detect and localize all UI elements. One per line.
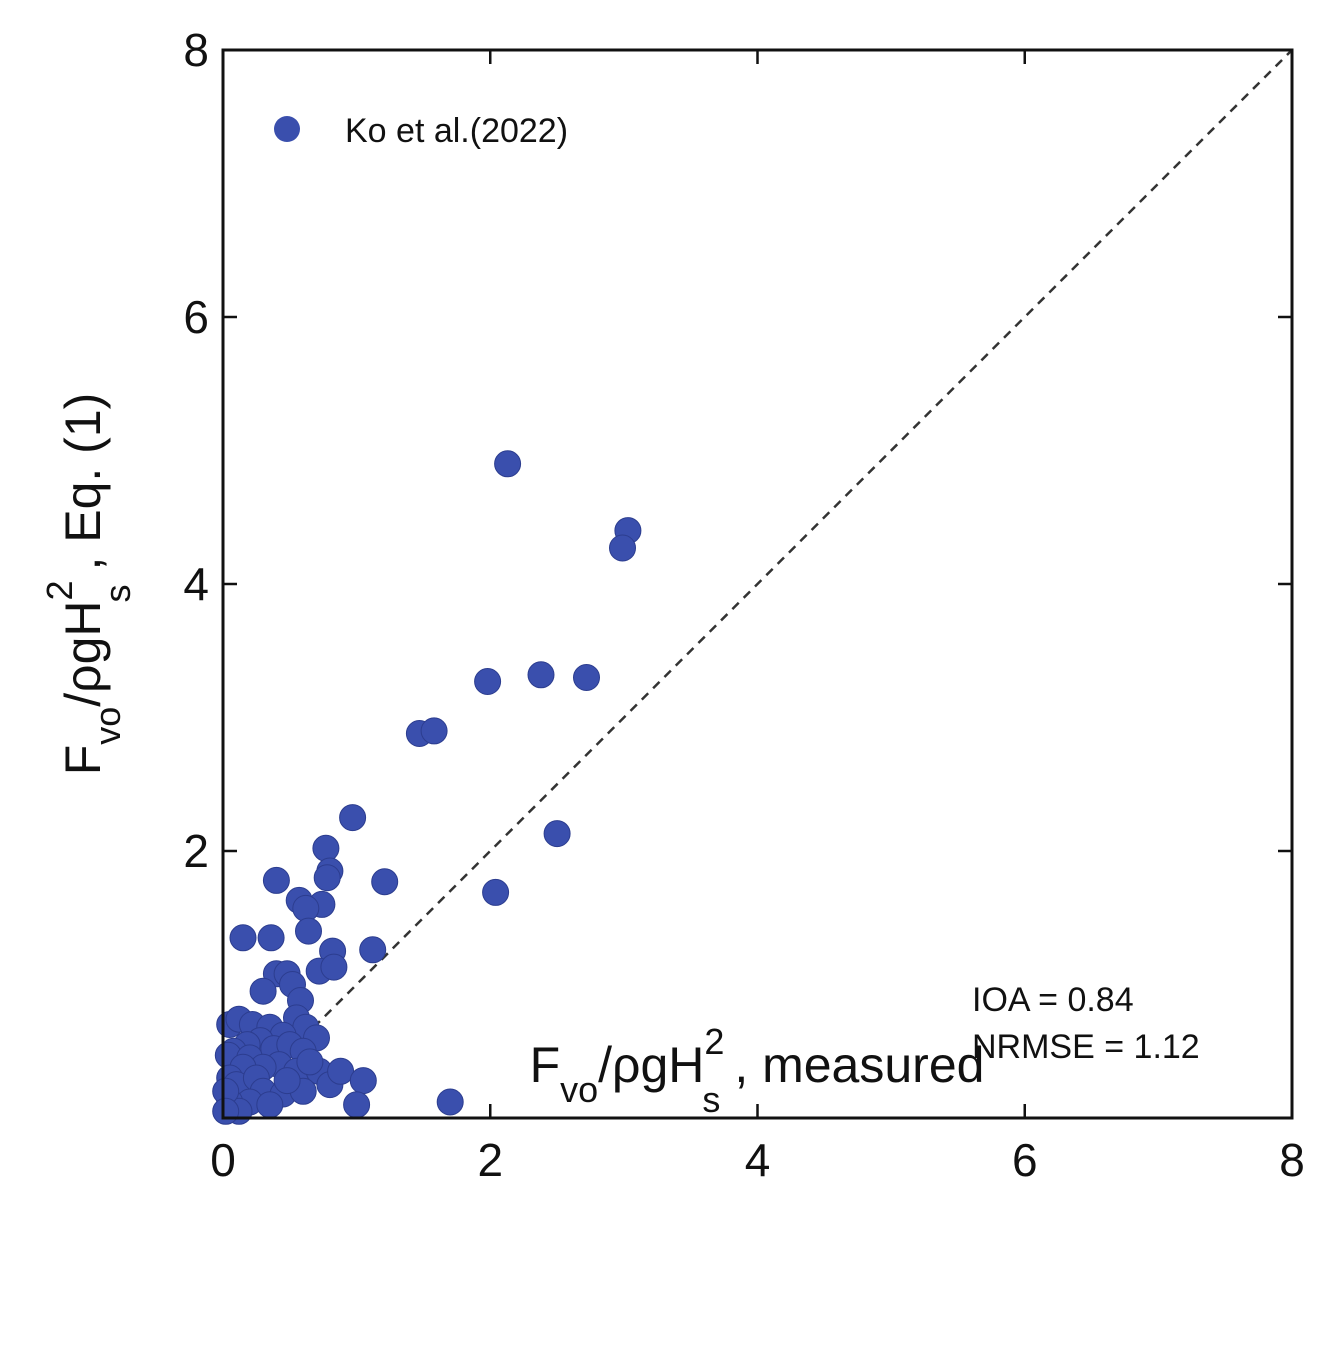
x-label-tail: , measured	[720, 1037, 984, 1093]
data-point	[482, 878, 510, 906]
data-point	[543, 820, 571, 848]
y-tick-label: 8	[183, 24, 209, 76]
data-point	[527, 661, 555, 689]
y-tick-label: 4	[183, 558, 209, 610]
data-point	[420, 717, 448, 745]
axis-ticks: 0 2 4 6 8 2 4 6 8	[183, 24, 1304, 1186]
data-point	[292, 894, 320, 922]
x-tick-label: 4	[745, 1134, 771, 1186]
ioa-annotation: IOA = 0.84	[972, 981, 1134, 1019]
x-label-sup: 2	[704, 1021, 724, 1062]
data-point	[212, 1097, 240, 1125]
y-label-mid: /ρgH	[55, 600, 111, 706]
data-points	[212, 450, 642, 1125]
y-label-main: F	[55, 745, 111, 776]
data-point	[257, 924, 285, 952]
y-label-sub1: vo	[87, 707, 128, 745]
plot-frame	[221, 48, 1294, 1120]
data-point	[320, 953, 348, 981]
y-label-sub2: s	[97, 584, 138, 602]
x-tick-label: 0	[210, 1134, 236, 1186]
data-point	[313, 864, 341, 892]
x-label-main: F	[530, 1037, 561, 1093]
data-point	[343, 1091, 371, 1119]
one-to-one-reference-line	[222, 49, 1293, 1119]
y-label-sup: 2	[39, 580, 80, 600]
y-label-tail: , Eq. (1)	[55, 393, 111, 585]
data-point	[295, 917, 322, 945]
data-point	[371, 868, 399, 896]
x-tick-label: 8	[1279, 1134, 1305, 1186]
x-label-sub1: vo	[560, 1069, 598, 1110]
data-point	[494, 450, 522, 478]
y-tick-label: 6	[183, 291, 209, 343]
y-tick-label: 2	[183, 825, 209, 877]
x-axis-label: Fvo/ρgH2 s , measured	[530, 1021, 985, 1120]
data-point	[327, 1057, 355, 1085]
data-point	[349, 1067, 377, 1095]
data-point	[359, 936, 387, 964]
data-point	[262, 866, 290, 894]
nrmse-annotation: NRMSE = 1.12	[972, 1028, 1200, 1066]
data-point	[474, 668, 502, 695]
data-point	[573, 664, 600, 691]
data-point	[256, 1091, 284, 1119]
y-axis-label: Fvo/ρgH2 s , Eq. (1)	[39, 393, 138, 776]
data-point	[249, 977, 277, 1005]
data-point	[273, 1067, 301, 1095]
x-label-sub2: s	[702, 1079, 720, 1120]
x-tick-label: 2	[477, 1134, 503, 1186]
legend-label: Ko et al.(2022)	[345, 112, 568, 150]
x-tick-label: 6	[1012, 1134, 1038, 1186]
data-point	[339, 804, 367, 832]
data-point	[312, 834, 340, 862]
legend: Ko et al.(2022)	[274, 112, 568, 150]
data-point	[229, 924, 257, 952]
statistics-annotation: IOA = 0.84 NRMSE = 1.12	[972, 981, 1200, 1066]
data-point	[609, 534, 636, 562]
x-label-mid: /ρgH	[598, 1037, 704, 1093]
data-point	[296, 1048, 324, 1076]
legend-marker	[274, 116, 300, 142]
data-point	[436, 1088, 464, 1116]
